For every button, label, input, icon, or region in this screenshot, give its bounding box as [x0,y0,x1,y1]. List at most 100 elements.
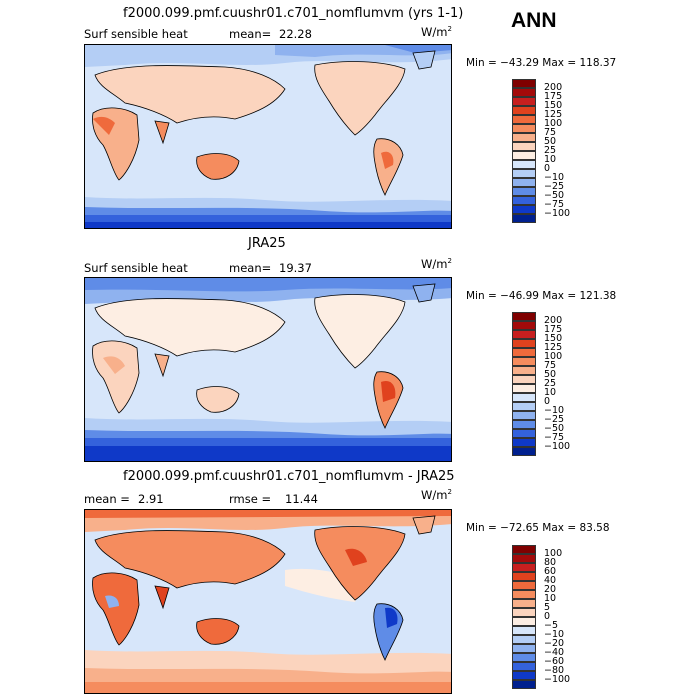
colorbar-tick-label: 175 [544,91,563,102]
colorbar-swatch [512,321,536,330]
colorbar-swatch [512,214,536,223]
colorbar-swatch [512,142,536,151]
colorbar-tick-label: 125 [544,109,563,120]
colorbar-tick-label: −60 [544,656,565,667]
colorbar-swatch [512,115,536,124]
units-text: W/m [421,257,448,271]
panel-3-mean-value: 2.91 [138,492,164,506]
panel-1-variable: Surf sensible heat [84,27,188,41]
colorbar-swatch [512,572,536,581]
colorbar-swatch [512,169,536,178]
panel-3-minmax: Min = −72.65 Max = 83.58 [466,522,610,534]
units-text: W/m [421,25,448,39]
colorbar-swatch [512,581,536,590]
colorbar-swatch [512,680,536,689]
colorbar-swatch [512,348,536,357]
panel-3-units: W/m2 [421,488,452,502]
panel-3-mean-label: mean = [84,492,130,506]
colorbar-tick-label: −10 [544,405,565,416]
panel-3-rmse-label: rmse = [229,492,272,506]
panel-2-units: W/m2 [421,257,452,271]
colorbar-tick-label: −10 [544,629,565,640]
colorbar-tick-label: −25 [544,181,565,192]
colorbar-tick-label: −20 [544,638,565,649]
colorbar-tick-label: 125 [544,342,563,353]
panel-3-rmse-value: 11.44 [285,492,318,506]
colorbar-tick-label: 10 [544,387,557,398]
panel-1-title: f2000.099.pmf.cuushr01.c701_nomflumvm (y… [123,6,464,21]
units-sup: 2 [447,25,452,34]
colorbar-swatch [512,617,536,626]
units-sup: 2 [447,488,452,497]
colorbar-tick-label: 60 [544,566,557,577]
colorbar-tick-label: 200 [544,82,563,93]
colorbar-tick-label: −40 [544,647,565,658]
colorbar-tick-label: −25 [544,414,565,425]
panel-1-units: W/m2 [421,25,452,39]
colorbar-swatch [512,106,536,115]
colorbar-tick-label: 5 [544,602,551,613]
colorbar-tick-label: −10 [544,172,565,183]
panel-1-minmax: Min = −43.29 Max = 118.37 [466,57,617,69]
colorbar-swatch [512,653,536,662]
colorbar-swatch [512,402,536,411]
colorbar-swatch [512,662,536,671]
colorbar-tick-label: 50 [544,136,557,147]
units-text: W/m [421,488,448,502]
colorbar-tick-label: 100 [544,548,563,559]
colorbar-tick-label: 10 [544,593,557,604]
colorbar-tick-label: −50 [544,190,565,201]
colorbar-swatch [512,357,536,366]
panel-2-minmax: Min = −46.99 Max = 121.38 [466,290,617,302]
colorbar-swatch [512,590,536,599]
colorbar-swatch [512,312,536,321]
panel-2-variable: Surf sensible heat [84,261,188,275]
panel-1-mean-value: 22.28 [279,27,312,41]
colorbar-swatch [512,375,536,384]
colorbar-swatch [512,626,536,635]
panel-1-mean-label: mean= [229,27,272,41]
colorbar-swatch [512,608,536,617]
colorbar-tick-label: 150 [544,100,563,111]
colorbar-swatch [512,205,536,214]
colorbar-swatch [512,447,536,456]
colorbar-swatch [512,545,536,554]
colorbar-tick-label: −50 [544,423,565,434]
colorbar-tick-label: 0 [544,396,551,407]
colorbar-tick-label: 20 [544,584,557,595]
colorbar-swatch [512,420,536,429]
season-label: ANN [511,9,557,32]
colorbar-swatch [512,339,536,348]
colorbar-tick-label: −80 [544,665,565,676]
colorbar-tick-label: −100 [544,674,571,685]
colorbar-swatch [512,554,536,563]
panel-2-title: JRA25 [248,236,286,251]
panel-2-mean-label: mean= [229,261,272,275]
colorbar-tick-label: 200 [544,315,563,326]
colorbar-swatch [512,88,536,97]
colorbar-tick-label: 75 [544,127,557,138]
panel-1-map [84,44,452,229]
panel-2-mean-value: 19.37 [279,261,312,275]
colorbar-swatch [512,599,536,608]
panel-3-map [84,509,452,694]
colorbar-tick-label: 100 [544,118,563,129]
colorbar-tick-label: −100 [544,208,571,219]
colorbar-swatch [512,635,536,644]
colorbar-tick-label: 75 [544,360,557,371]
colorbar-tick-label: 10 [544,154,557,165]
colorbar-tick-label: −5 [544,620,559,631]
colorbar-swatch [512,151,536,160]
panel-3-title: f2000.099.pmf.cuushr01.c701_nomflumvm - … [123,469,455,484]
colorbar-swatch [512,196,536,205]
colorbar-swatch [512,366,536,375]
colorbar-swatch [512,97,536,106]
colorbar-tick-label: 0 [544,611,551,622]
colorbar-swatch [512,330,536,339]
units-sup: 2 [447,257,452,266]
colorbar-tick-label: 150 [544,333,563,344]
colorbar-swatch [512,384,536,393]
colorbar-tick-label: −75 [544,199,565,210]
colorbar-swatch [512,124,536,133]
colorbar-tick-label: 25 [544,378,557,389]
